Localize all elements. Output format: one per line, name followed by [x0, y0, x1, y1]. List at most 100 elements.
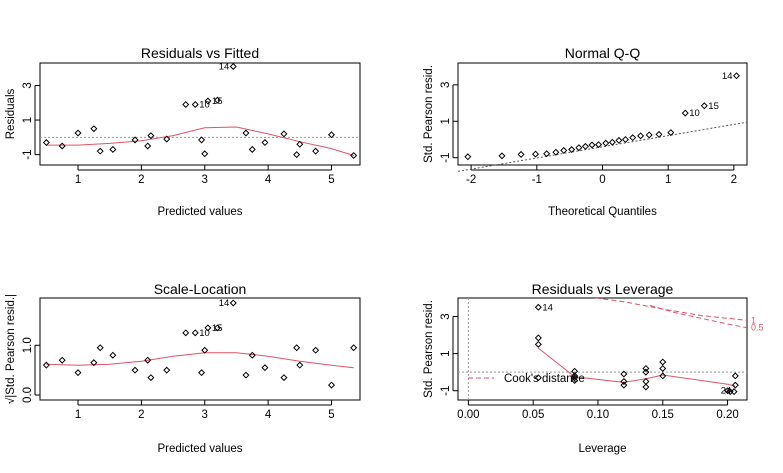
y-tick-label: -1 — [440, 153, 452, 163]
data-point — [642, 364, 650, 372]
chart-panel-1: Residuals vs Fitted Predicted values Resid… — [5, 45, 361, 218]
y-axis-label: √|Std. Pearson resid.| — [4, 294, 17, 404]
point-label: 10 — [199, 328, 210, 339]
point-label: 14 — [219, 61, 230, 72]
x-tick-label: 0 — [599, 174, 605, 186]
data-point — [90, 125, 98, 133]
x-tick-label: 3 — [202, 174, 208, 186]
data-point — [131, 366, 139, 374]
x-tick-label: 4 — [265, 174, 272, 186]
plot-frame — [457, 297, 748, 401]
chart-title: Normal Q-Q — [565, 45, 641, 61]
data-point — [534, 374, 542, 382]
x-axis-label: Leverage — [579, 443, 627, 455]
panel-clipped-content — [534, 298, 747, 396]
data-point — [732, 72, 740, 80]
x-tick-label: 0.10 — [587, 409, 609, 421]
point-label: 10 — [199, 99, 210, 110]
x-tick-label: 5 — [328, 174, 334, 186]
data-point — [621, 135, 629, 144]
data-point — [42, 361, 50, 369]
data-point — [163, 366, 171, 374]
data-point — [642, 383, 650, 391]
data-point — [293, 151, 301, 159]
chart-title: Scale-Location — [154, 281, 247, 297]
data-point — [327, 131, 335, 139]
data-point — [109, 145, 117, 153]
chart-panel-4: Residuals vs Leverage Leverage Std. Pearso… — [423, 281, 764, 455]
chart-panel-3: Scale-Location Predicted values √|Std. Pea… — [4, 281, 361, 455]
y-tick-label: 1 — [22, 117, 34, 123]
data-point — [534, 303, 542, 311]
x-tick-label: 1 — [75, 409, 81, 421]
data-point — [198, 136, 206, 144]
data-point — [642, 368, 650, 376]
data-point — [731, 372, 739, 380]
data-point — [213, 324, 221, 332]
data-point — [312, 346, 320, 354]
x-axis-label: Predicted values — [157, 443, 242, 455]
y-axis-label: Std. Pearson resid. — [423, 300, 435, 398]
y-tick-label: 1.0 — [22, 337, 34, 353]
data-point — [659, 372, 667, 380]
data-point — [229, 299, 237, 307]
cooks-distance-curve — [649, 304, 747, 329]
x-tick-label: 2 — [731, 174, 737, 186]
x-tick-label: 0.05 — [522, 409, 544, 421]
smoother-line — [46, 352, 354, 369]
y-tick-label: 3 — [22, 82, 34, 88]
data-point — [571, 374, 579, 382]
data-point — [531, 150, 540, 158]
x-tick-label: 1 — [75, 174, 81, 186]
data-point — [280, 130, 288, 138]
data-point — [229, 63, 237, 70]
data-point — [163, 135, 171, 143]
qq-reference-line — [457, 121, 748, 172]
x-tick-label: 4 — [265, 409, 272, 421]
y-tick-label: 0.0 — [22, 387, 34, 403]
x-tick-label: -1 — [532, 174, 542, 186]
data-point — [608, 138, 616, 146]
data-point — [90, 359, 98, 367]
data-point — [602, 139, 610, 147]
data-point — [681, 109, 689, 117]
data-point — [571, 367, 579, 375]
point-label: 15 — [212, 323, 223, 334]
data-point — [204, 324, 212, 332]
data-point — [620, 381, 628, 389]
legend-cooks-distance-label: Cook's distance — [504, 373, 585, 385]
point-label: 14 — [722, 71, 733, 82]
point-label: 15 — [212, 96, 223, 107]
data-point — [248, 351, 256, 359]
data-point — [667, 129, 675, 137]
data-point — [464, 153, 472, 161]
chart-title: Residuals vs Fitted — [141, 45, 259, 61]
data-point — [552, 148, 560, 156]
data-point — [534, 340, 542, 348]
data-point — [296, 361, 304, 369]
plot-frame — [457, 62, 748, 166]
data-point — [204, 97, 212, 105]
data-point — [615, 136, 623, 144]
data-point — [242, 371, 250, 379]
x-tick-label: 2 — [138, 409, 144, 421]
y-tick-label: -1 — [22, 150, 34, 160]
y-axis-label: Std. Pearson resid. — [423, 65, 435, 163]
data-point — [191, 329, 199, 337]
data-point — [198, 369, 206, 377]
x-axis-label: Theoretical Quantiles — [548, 206, 657, 218]
data-point — [74, 129, 82, 137]
point-label: 14 — [219, 298, 230, 309]
data-point — [498, 152, 506, 160]
data-point — [571, 377, 579, 385]
x-tick-label: -2 — [466, 174, 476, 186]
data-point — [96, 147, 104, 155]
data-point — [575, 144, 583, 152]
data-point — [147, 374, 155, 382]
x-tick-label: 0.15 — [652, 409, 674, 421]
data-point — [568, 146, 576, 154]
point-label: 14 — [542, 302, 553, 313]
data-point — [655, 130, 663, 138]
